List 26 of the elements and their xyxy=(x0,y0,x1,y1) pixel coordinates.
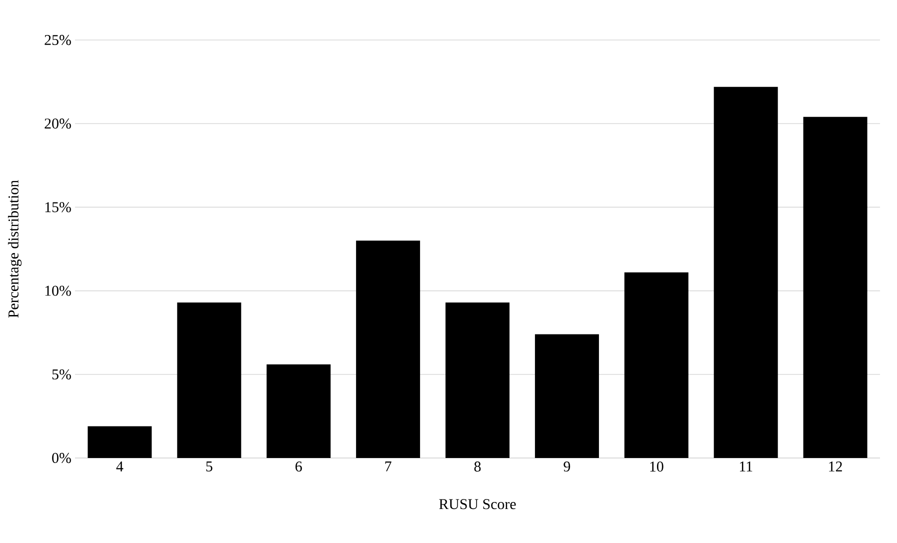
bar xyxy=(88,426,152,458)
x-tick-label: 10 xyxy=(650,462,664,472)
y-tick-label: 5% xyxy=(52,369,71,380)
y-tick-label: 0% xyxy=(52,452,71,464)
bar xyxy=(446,302,510,458)
x-tick-label: 6 xyxy=(296,462,302,472)
y-tick-label: 25% xyxy=(44,34,71,46)
y-axis-title: Percentage distribution xyxy=(8,180,22,318)
bar xyxy=(177,302,242,458)
bar xyxy=(803,116,868,458)
x-tick-label: 4 xyxy=(116,462,124,472)
y-tick-label: 15% xyxy=(45,202,71,212)
x-tick-label: 9 xyxy=(564,462,570,472)
y-tick-label: 20% xyxy=(44,118,71,129)
x-tick-label: 5 xyxy=(206,462,212,472)
bar xyxy=(266,364,331,458)
bar xyxy=(534,334,599,458)
x-tick-label: 12 xyxy=(829,462,842,472)
bar xyxy=(624,272,688,458)
y-tick-label: 10% xyxy=(45,286,71,296)
bar xyxy=(356,240,420,458)
x-tick-label: 7 xyxy=(385,462,392,472)
x-tick-label: 8 xyxy=(474,462,481,472)
x-tick-label: 11 xyxy=(740,462,752,472)
x-axis-title: RUSU Score xyxy=(439,499,516,510)
bar xyxy=(714,86,778,458)
